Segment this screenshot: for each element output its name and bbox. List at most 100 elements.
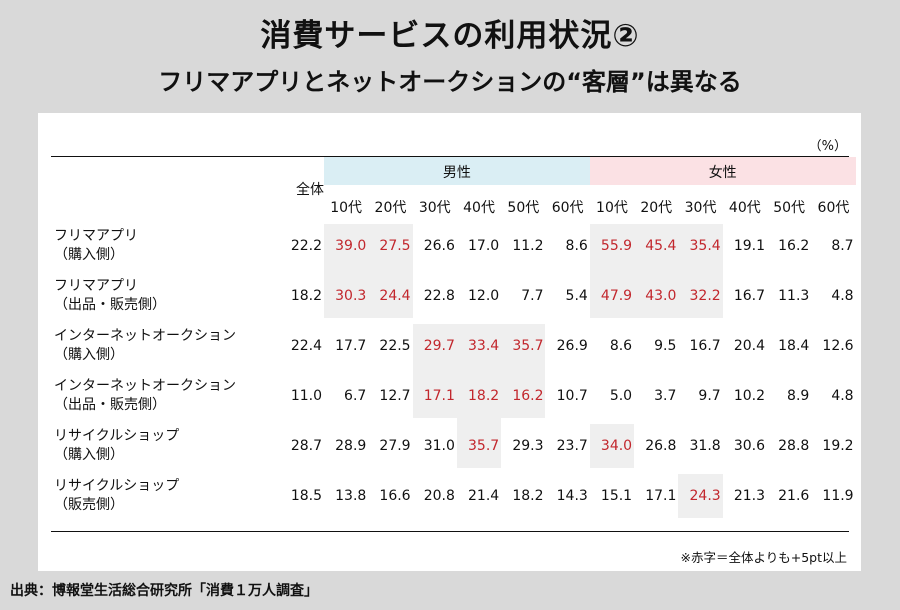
data-cell: 26.9 <box>556 338 588 354</box>
data-cell: 15.1 <box>600 488 633 504</box>
data-cell: 4.8 <box>831 388 854 404</box>
data-cell: 12.7 <box>379 388 411 404</box>
data-cell: 28.9 <box>335 438 367 454</box>
highlight-block <box>678 474 723 518</box>
data-cell: 9.7 <box>698 388 721 404</box>
data-cell: 19.2 <box>822 438 854 454</box>
highlight-block <box>589 424 635 468</box>
highlight-block <box>501 324 546 418</box>
row-label-line2: （出品・販売側） <box>54 397 166 413</box>
data-cell: 35.7 <box>468 438 500 454</box>
row-label-line1: インターネットオークション <box>54 378 236 394</box>
age-header: 30代 <box>684 200 717 216</box>
data-cell: 29.7 <box>423 338 455 354</box>
data-cell: 11.9 <box>822 488 854 504</box>
data-cell: 18.4 <box>778 338 810 354</box>
data-cell: 35.4 <box>689 238 721 254</box>
age-header: 50代 <box>507 200 540 216</box>
row-label-line1: フリマアプリ <box>54 278 138 294</box>
data-cell: 43.0 <box>645 288 677 304</box>
highlight-block <box>634 224 679 318</box>
data-cell: 22.5 <box>379 338 411 354</box>
total-value: 22.2 <box>290 238 322 254</box>
age-header: 40代 <box>728 200 761 216</box>
data-cell: 14.3 <box>556 488 588 504</box>
row-label-line1: フリマアプリ <box>54 228 138 244</box>
row-label-line1: リサイクルショップ <box>54 478 180 494</box>
data-cell: 31.8 <box>689 438 721 454</box>
data-cell: 27.9 <box>379 438 411 454</box>
data-cell: 5.0 <box>609 388 633 404</box>
age-header: 10代 <box>330 200 363 216</box>
data-cell: 17.7 <box>335 338 367 354</box>
highlight-block <box>456 324 502 468</box>
data-cell: 27.5 <box>379 238 411 254</box>
data-cell: 28.8 <box>778 438 810 454</box>
unit-label: （%） <box>808 139 847 154</box>
data-cell: 39.0 <box>335 238 367 254</box>
age-header: 10代 <box>596 200 628 216</box>
age-header: 40代 <box>463 200 495 216</box>
total-value: 11.0 <box>290 388 322 404</box>
group-band-1 <box>589 157 856 185</box>
age-header: 20代 <box>640 200 673 216</box>
highlight-block <box>368 224 413 318</box>
data-cell: 10.2 <box>733 388 765 404</box>
group-label: 女性 <box>708 165 737 181</box>
data-cell: 20.4 <box>733 338 765 354</box>
bottom-rule <box>51 531 849 532</box>
data-cell: 8.9 <box>787 388 810 404</box>
data-cell: 21.4 <box>468 488 500 504</box>
data-cell: 8.6 <box>565 238 588 254</box>
data-cell: 18.2 <box>512 488 544 504</box>
age-header: 30代 <box>418 200 451 216</box>
data-cell: 12.0 <box>468 288 500 304</box>
table-panel: （%） 男性 女性全体 10代 20代 30代 40代 50代 60代 10代 20代 30代 40代… <box>38 113 861 571</box>
age-header: 60代 <box>817 200 850 216</box>
data-cell: 29.3 <box>512 438 544 454</box>
group-label: 男性 <box>442 165 471 181</box>
data-cell: 33.4 <box>468 338 500 354</box>
data-cell: 16.2 <box>512 388 544 404</box>
data-cell: 45.4 <box>645 238 677 254</box>
data-cell: 21.6 <box>778 488 810 504</box>
row-label-line2: （出品・販売側） <box>54 297 166 313</box>
data-cell: 11.2 <box>512 238 544 254</box>
highlight-block <box>678 224 723 318</box>
source-note: 出典：博報堂生活総合研究所「消費１万人調査」 <box>10 583 318 599</box>
data-cell: 5.4 <box>565 288 588 304</box>
row-label-line2: （購入側） <box>54 247 124 263</box>
total-value: 28.7 <box>290 438 322 454</box>
age-header: 50代 <box>773 200 806 216</box>
data-cell: 18.2 <box>468 388 500 404</box>
data-cell: 8.7 <box>831 238 854 254</box>
data-cell: 16.7 <box>689 338 721 354</box>
data-cell: 16.6 <box>379 488 411 504</box>
top-rule <box>51 156 849 157</box>
footnote: ※赤字＝全体よりも+5pt以上 <box>680 550 848 565</box>
data-cell: 35.7 <box>512 338 544 354</box>
data-cell: 47.9 <box>600 288 633 304</box>
data-cell: 21.3 <box>733 488 765 504</box>
total-value: 22.4 <box>290 338 322 354</box>
row-label-line1: リサイクルショップ <box>54 428 180 444</box>
data-cell: 7.7 <box>521 288 544 304</box>
row-label-line2: （販売側） <box>54 497 124 513</box>
data-cell: 34.0 <box>600 438 633 454</box>
total-header: 全体 <box>296 182 324 198</box>
row-label-line2: （購入側） <box>54 447 124 463</box>
data-cell: 13.8 <box>335 488 367 504</box>
data-cell: 26.8 <box>645 438 677 454</box>
data-cell: 10.7 <box>556 388 588 404</box>
data-cell: 12.6 <box>822 338 854 354</box>
age-header: 20代 <box>374 200 407 216</box>
data-cell: 32.2 <box>689 288 721 304</box>
data-cell: 23.7 <box>556 438 588 454</box>
highlight-block <box>412 324 457 418</box>
group-band-0 <box>324 157 590 185</box>
data-cell: 30.3 <box>335 288 367 304</box>
data-cell: 17.0 <box>468 238 500 254</box>
data-cell: 17.1 <box>645 488 677 504</box>
data-cell: 8.6 <box>609 338 633 354</box>
data-cell: 11.3 <box>778 288 810 304</box>
